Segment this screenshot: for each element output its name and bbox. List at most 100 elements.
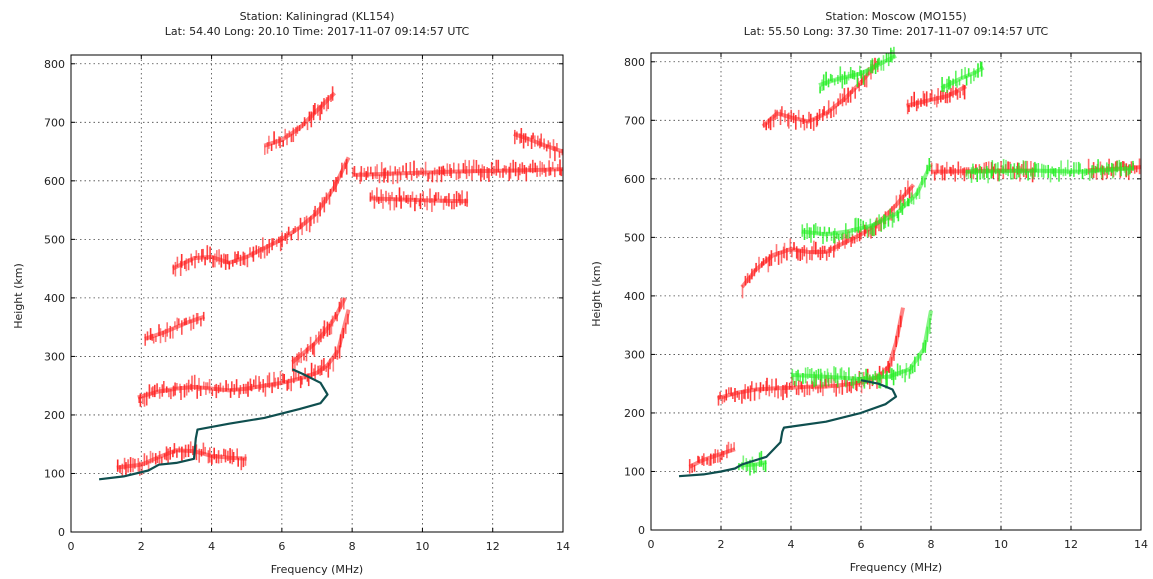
echo-point: [1035, 163, 1037, 172]
echo-point: [268, 372, 271, 389]
echo-point: [924, 177, 926, 188]
echo-point: [255, 375, 257, 389]
echo-point: [183, 384, 186, 398]
echo-point: [453, 162, 455, 173]
echo-point: [941, 77, 943, 92]
x-axis-label: Frequency (MHz): [850, 561, 942, 574]
x-tick-label: 12: [1064, 538, 1078, 551]
echo-point: [310, 215, 312, 227]
echo-point: [959, 91, 961, 98]
echo-point: [315, 334, 317, 342]
echo-point: [809, 369, 811, 378]
echo-point: [749, 385, 752, 402]
echo-point: [376, 187, 378, 203]
echo-point: [266, 375, 269, 388]
echo-point: [1101, 165, 1104, 181]
echo-point: [258, 376, 260, 392]
echo-point: [708, 459, 710, 466]
echo-point: [396, 169, 399, 184]
echo-point: [216, 250, 218, 263]
echo-point: [431, 198, 433, 212]
echo-point: [1016, 162, 1019, 175]
echo-point: [290, 133, 293, 143]
echo-point: [291, 356, 294, 372]
echo-point: [204, 446, 206, 455]
echo-point: [189, 441, 192, 454]
echo-point: [398, 167, 401, 174]
echo-point: [717, 395, 720, 406]
echo-point: [202, 248, 204, 258]
echo-point: [835, 383, 837, 397]
echo-point: [860, 377, 863, 394]
echo-point: [446, 163, 449, 177]
x-tick-label: 8: [928, 538, 935, 551]
echo-point: [911, 365, 914, 374]
echo-trace-band: [352, 167, 564, 177]
echo-point: [198, 377, 200, 392]
echo-point: [841, 74, 844, 89]
echo-point: [466, 191, 468, 207]
echo-point: [402, 191, 405, 201]
echo-point: [208, 379, 211, 394]
echo-point: [856, 72, 859, 87]
echo-point: [1118, 159, 1121, 169]
echo-point: [907, 180, 909, 195]
echo-point: [152, 336, 155, 344]
echo-point: [304, 367, 306, 380]
echo-point: [819, 226, 821, 236]
echo-point: [950, 88, 952, 96]
echo-point: [803, 228, 806, 240]
echo-point: [378, 174, 381, 184]
echo-point: [427, 173, 429, 182]
echo-point: [767, 256, 770, 273]
echo-point: [879, 374, 882, 389]
o-mode-trace: [172, 156, 351, 277]
echo-point: [1088, 171, 1091, 181]
echo-point: [769, 116, 772, 131]
echo-point: [549, 142, 551, 159]
echo-point: [410, 174, 413, 181]
echo-point: [123, 457, 126, 470]
echo-point: [1007, 161, 1009, 170]
echo-point: [806, 120, 808, 129]
echo-point: [209, 246, 211, 263]
echo-point: [519, 133, 521, 144]
echo-point: [834, 228, 836, 244]
echo-point: [834, 367, 837, 383]
echo-point: [848, 381, 851, 392]
echo-point: [327, 362, 330, 378]
echo-point: [149, 328, 152, 341]
echo-point: [1049, 168, 1052, 183]
y-tick-label: 0: [58, 526, 65, 539]
echo-point: [802, 373, 804, 384]
echo-point: [1124, 165, 1127, 177]
echo-point: [172, 450, 174, 458]
echo-point: [534, 162, 536, 173]
echo-point: [246, 254, 249, 268]
echo-point: [797, 249, 799, 261]
y-tick-label: 400: [44, 292, 65, 305]
echo-point: [1069, 170, 1071, 177]
echo-point: [187, 258, 190, 271]
echo-point: [998, 170, 1000, 182]
echo-point: [937, 163, 939, 173]
echo-point: [896, 363, 899, 377]
echo-point: [176, 383, 178, 390]
echo-point: [283, 374, 285, 384]
echo-point: [400, 195, 402, 209]
echo-point: [540, 133, 542, 147]
echo-point: [719, 454, 721, 463]
echo-point: [866, 225, 869, 238]
echo-point: [774, 387, 776, 398]
echo-point: [697, 455, 699, 463]
echo-point: [1099, 161, 1102, 172]
echo-point: [488, 168, 490, 182]
echo-point: [899, 199, 902, 213]
echo-point: [792, 374, 795, 386]
echo-point: [826, 231, 828, 242]
echo-point: [749, 459, 751, 476]
echo-trace-band: [263, 91, 337, 148]
echo-point: [307, 373, 310, 387]
echo-point: [743, 389, 745, 399]
kaliningrad-ionogram: Station: Kaliningrad (KL154) Lat: 54.40 …: [12, 10, 570, 576]
